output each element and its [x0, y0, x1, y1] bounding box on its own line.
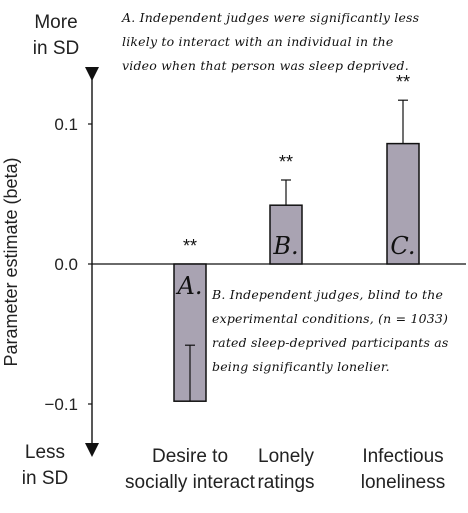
category-label-line: ratings [257, 472, 314, 493]
y-axis-label: Parameter estimate (beta) [1, 157, 21, 366]
bar-letter: A. [176, 272, 203, 300]
y-tick-label: 0.0 [54, 255, 78, 274]
bar-letter: B. [272, 232, 298, 260]
significance-label: ** [396, 72, 410, 92]
category-label-line: Lonely [258, 446, 314, 467]
bar-letter: C. [390, 232, 415, 260]
category-label-line: socially interact [125, 472, 256, 493]
y-tick-label: 0.1 [54, 115, 78, 134]
y-tick-label: −0.1 [44, 395, 78, 414]
significance-label: ** [279, 152, 293, 172]
bottom-end-label-line: in SD [22, 468, 68, 489]
category-label-line: Infectious [362, 446, 443, 467]
bar [269, 204, 303, 265]
bottom-end-label-line: Less [25, 442, 65, 463]
annotation-a: A. Independent judges were significantly… [122, 10, 420, 73]
top-end-label-line: More [34, 12, 77, 33]
category-label-line: loneliness [361, 472, 446, 493]
annotation-b: B. Independent judges, blind to the expe… [212, 287, 449, 374]
top-end-label-line: in SD [33, 38, 79, 59]
significance-label: ** [183, 236, 197, 256]
category-label-line: Desire to [152, 446, 228, 467]
